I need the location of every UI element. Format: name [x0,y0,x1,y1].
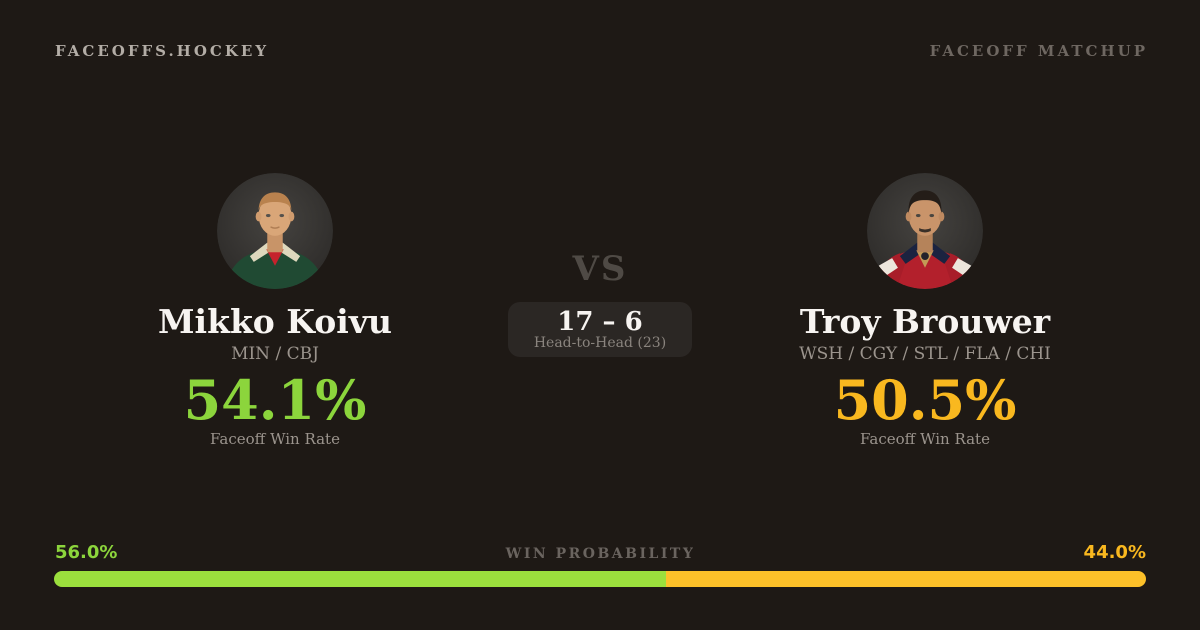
player-headshot-icon [217,173,333,289]
win-probability-left-value: 56.0% [55,542,118,563]
win-bar-left-segment [54,571,666,587]
player-avatar-left [217,173,333,289]
win-probability-label: WIN PROBABILITY [505,546,696,562]
player-avatar-right [867,173,983,289]
player-card-left: Mikko Koivu MIN / CBJ 54.1% Faceoff Win … [75,173,475,448]
player-name: Mikko Koivu [158,302,392,341]
win-probability-row: 56.0% WIN PROBABILITY 44.0% [55,542,1146,565]
win-bar-right-segment [665,571,1146,587]
page-title: FACEOFF MATCHUP [929,42,1148,60]
header: FACEOFFS.HOCKEY FACEOFF MATCHUP [55,42,1148,60]
player-win-rate-left: 54.1% [183,368,367,432]
matchup-center: VS 17 – 6 Head-to-Head (23) [450,250,750,357]
site-brand: FACEOFFS.HOCKEY [55,42,270,60]
head-to-head-label: Head-to-Head (23) [533,335,667,351]
vs-label: VS [572,249,628,289]
win-probability-bar [54,571,1146,587]
player-teams: WSH / CGY / STL / FLA / CHI [799,344,1051,364]
player-name: Troy Brouwer [799,302,1051,341]
player-headshot-icon [867,173,983,289]
win-rate-label: Faceoff Win Rate [860,430,990,448]
player-teams: MIN / CBJ [231,344,319,364]
player-win-rate-right: 50.5% [833,368,1017,432]
win-probability-right-value: 44.0% [1083,542,1146,563]
head-to-head-box: 17 – 6 Head-to-Head (23) [507,302,693,357]
head-to-head-score: 17 – 6 [557,307,643,337]
win-rate-label: Faceoff Win Rate [210,430,340,448]
player-card-right: Troy Brouwer WSH / CGY / STL / FLA / CHI… [725,173,1125,448]
